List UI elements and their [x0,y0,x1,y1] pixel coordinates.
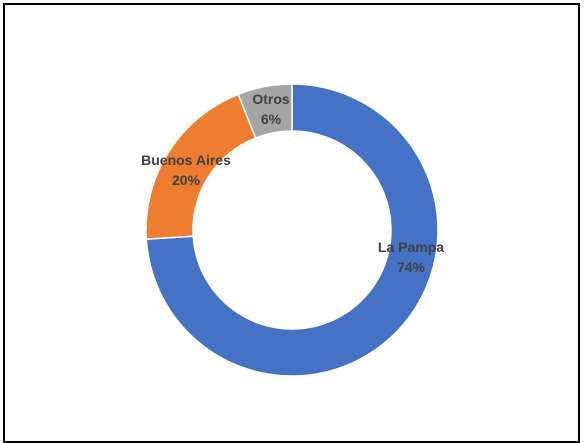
donut-chart: La Pampa 74% Buenos Aires 20% Otros 6% [141,83,444,377]
slice-category-label: La Pampa [378,239,444,255]
slice-category-label: Otros [252,91,290,107]
slice-value-label: 74% [397,259,426,275]
slice-value-label: 6% [261,111,282,127]
donut-slices [145,83,439,377]
slice-otros [237,83,293,139]
slice-la-pampa [145,83,439,377]
slice-value-label: 20% [172,172,201,188]
slice-labels: La Pampa 74% Buenos Aires 20% Otros 6% [141,91,444,275]
slice-label-buenos-aires: Buenos Aires 20% [141,152,231,188]
slice-category-label: Buenos Aires [141,152,231,168]
slice-label-la-pampa: La Pampa 74% [378,239,444,275]
slice-label-otros: Otros 6% [252,91,290,127]
